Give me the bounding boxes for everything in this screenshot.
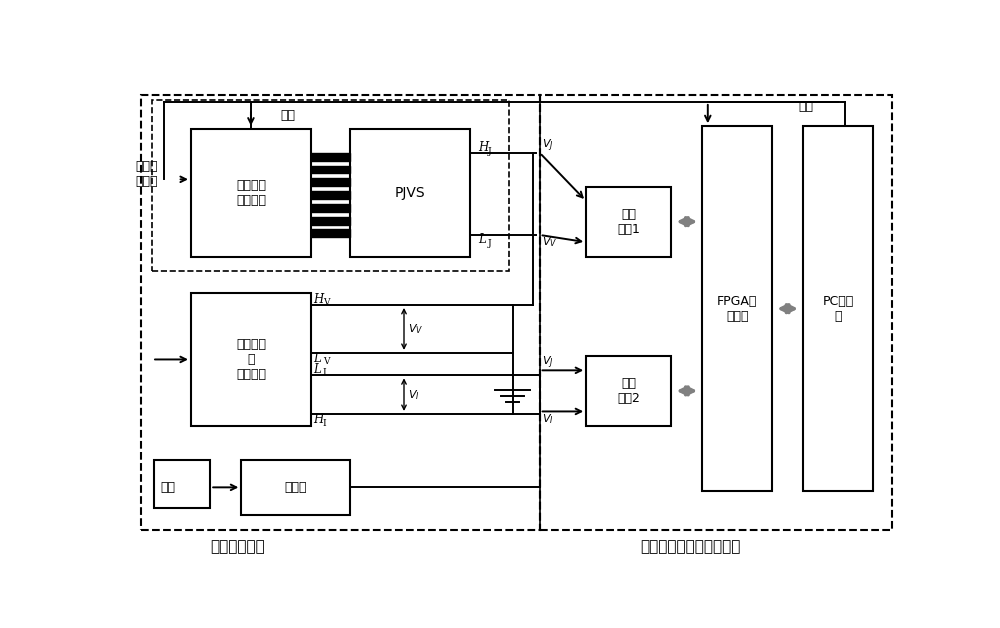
Text: $V_I$: $V_I$ — [542, 412, 554, 426]
Text: 时钟: 时钟 — [160, 481, 175, 494]
Text: 时钟源: 时钟源 — [284, 481, 307, 494]
Text: 被测系统
及
转换单元: 被测系统 及 转换单元 — [236, 338, 266, 381]
Text: $V_I$: $V_I$ — [408, 387, 420, 401]
Text: 偏置电压
产生单元: 偏置电压 产生单元 — [236, 178, 266, 207]
Text: I: I — [323, 418, 326, 428]
Text: $V_V$: $V_V$ — [542, 236, 557, 249]
Text: PC上位
机: PC上位 机 — [822, 295, 854, 323]
Text: 采样
单元2: 采样 单元2 — [617, 377, 640, 405]
Text: L: L — [313, 363, 321, 376]
Text: L: L — [478, 233, 486, 246]
Text: J: J — [488, 239, 491, 247]
Text: PJVS: PJVS — [394, 186, 425, 200]
Text: 交流量
子电压: 交流量 子电压 — [135, 161, 158, 188]
FancyBboxPatch shape — [702, 126, 772, 491]
Text: 反馈: 反馈 — [798, 100, 813, 113]
Text: H: H — [478, 141, 489, 154]
Text: V: V — [323, 298, 329, 307]
FancyBboxPatch shape — [191, 293, 311, 426]
Text: 同步: 同步 — [280, 109, 295, 121]
FancyBboxPatch shape — [586, 187, 671, 257]
FancyBboxPatch shape — [586, 356, 671, 426]
Text: H: H — [313, 413, 324, 426]
Text: 采样
单元1: 采样 单元1 — [617, 208, 640, 236]
Text: L: L — [313, 352, 321, 365]
FancyBboxPatch shape — [154, 460, 210, 508]
Text: $V_V$: $V_V$ — [408, 322, 423, 336]
FancyBboxPatch shape — [241, 460, 350, 516]
Text: FPGA控
制单元: FPGA控 制单元 — [717, 295, 757, 323]
Text: I: I — [323, 369, 326, 377]
Text: V: V — [323, 357, 329, 367]
FancyBboxPatch shape — [191, 129, 311, 257]
FancyBboxPatch shape — [803, 126, 873, 491]
Text: $V_J$: $V_J$ — [542, 355, 554, 371]
Text: 信号产生部分: 信号产生部分 — [210, 539, 265, 555]
Text: J: J — [488, 147, 491, 156]
Text: $V_J$: $V_J$ — [542, 138, 554, 154]
Text: 信号采集及数据处理部分: 信号采集及数据处理部分 — [641, 539, 741, 555]
FancyBboxPatch shape — [350, 129, 470, 257]
Text: H: H — [313, 293, 324, 306]
